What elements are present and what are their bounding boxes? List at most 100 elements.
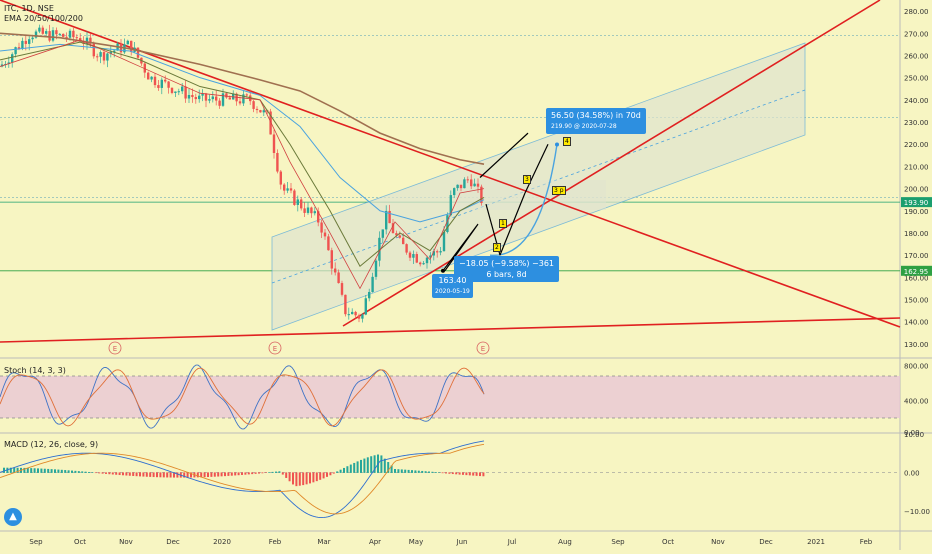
macd-histogram-bar xyxy=(108,472,111,475)
macd-histogram-bar xyxy=(9,467,12,473)
candle-body xyxy=(198,95,201,100)
y-tick-label: 220.00 xyxy=(904,141,929,149)
macd-histogram-bar xyxy=(190,472,192,478)
y-tick-label: 150.00 xyxy=(904,297,929,305)
candle-body xyxy=(317,211,320,223)
downtrend-line xyxy=(0,0,901,328)
macd-histogram-bar xyxy=(84,471,87,473)
macd-histogram-bar xyxy=(234,472,237,476)
candle-body xyxy=(269,111,272,135)
macd-histogram-bar xyxy=(356,461,359,473)
candle-body xyxy=(7,62,10,64)
arrow-line xyxy=(499,192,526,256)
candle-body xyxy=(34,31,38,38)
y-tick-label: 260.00 xyxy=(904,52,929,60)
price-tag xyxy=(901,265,932,276)
candle-body xyxy=(82,41,85,44)
gain-sub: 219.90 @ 2020-07-28 xyxy=(551,123,617,130)
candle-body xyxy=(106,53,109,61)
candle-body xyxy=(357,315,361,319)
macd-histogram-bar xyxy=(462,472,464,475)
arrow-line xyxy=(524,143,549,194)
macd-histogram-bar xyxy=(156,472,158,478)
y-tick-label: 130.00 xyxy=(904,341,929,349)
candle-body xyxy=(31,37,34,40)
candle-body xyxy=(446,215,449,233)
candle-body xyxy=(300,199,303,209)
macd-histogram-bar xyxy=(230,472,233,476)
wave-label-3p: 3 p xyxy=(552,186,566,195)
macd-histogram-bar xyxy=(43,468,46,473)
candle-body xyxy=(402,237,405,245)
y-tick-label: 270.00 xyxy=(904,30,929,38)
macd-histogram-bar xyxy=(431,471,434,473)
macd-histogram-bar xyxy=(251,472,254,475)
macd-histogram-bar xyxy=(98,472,101,474)
candle-body xyxy=(259,110,262,113)
candle-body xyxy=(371,276,374,292)
macd-histogram-bar xyxy=(241,472,243,475)
macd-histogram-bar xyxy=(71,470,73,473)
candle-body xyxy=(55,30,58,35)
macd-histogram-bar xyxy=(142,472,145,477)
macd-histogram-bar xyxy=(149,472,152,477)
macd-histogram-bar xyxy=(152,472,155,478)
ema-200-line xyxy=(0,32,485,165)
candle-body xyxy=(85,37,89,44)
macd-histogram-bar xyxy=(37,468,39,473)
macd-histogram-bar xyxy=(210,472,213,477)
x-tick-label: Dec xyxy=(166,538,180,546)
macd-histogram-bar xyxy=(258,472,260,474)
macd-histogram-bar xyxy=(370,456,373,473)
macd-histogram-bar xyxy=(115,472,118,475)
macd-histogram-bar xyxy=(387,462,390,473)
drop-text: −18.05 (−9.58%) −361 xyxy=(459,259,555,268)
macd-histogram-bar xyxy=(428,471,430,473)
candle-body xyxy=(204,93,208,101)
candle-body xyxy=(113,50,116,53)
macd-histogram-bar xyxy=(207,472,209,478)
wave-label-3: 3 xyxy=(523,175,531,184)
macd-histogram-bar xyxy=(213,472,216,477)
candle-body xyxy=(463,179,466,189)
macd-histogram-bar xyxy=(346,466,349,473)
macd-histogram-bar xyxy=(407,469,410,473)
macd-histogram-bar xyxy=(298,472,301,486)
y-tick-label: 250.00 xyxy=(904,75,929,83)
candle-body xyxy=(303,208,306,213)
macd-histogram-bar xyxy=(281,472,284,475)
candle-body xyxy=(283,184,286,191)
candle-body xyxy=(72,30,75,38)
candle-body xyxy=(405,244,408,253)
macd-histogram-bar xyxy=(448,472,451,474)
candle-body xyxy=(320,222,323,233)
candle-body xyxy=(374,260,378,277)
x-tick-label: Sep xyxy=(29,538,43,546)
macd-histogram-bar xyxy=(275,471,277,473)
ema-100-line xyxy=(0,43,485,223)
candle-body xyxy=(470,179,473,187)
earnings-marker-label: E xyxy=(481,345,485,353)
macd-histogram-bar xyxy=(254,472,257,474)
candle-body xyxy=(327,236,330,251)
candle-body xyxy=(225,93,228,98)
candle-body xyxy=(92,43,95,57)
earnings-marker-icon xyxy=(268,341,282,355)
candle-body xyxy=(11,54,14,63)
macd-histogram-bar xyxy=(224,472,226,477)
candle-body xyxy=(201,93,204,96)
macd-histogram-bar xyxy=(475,472,478,476)
candle-body xyxy=(177,91,180,93)
candle-body xyxy=(167,81,170,88)
macd-histogram-bar xyxy=(414,470,417,473)
x-tick-label: Apr xyxy=(369,538,381,546)
y-tick-label: 190.00 xyxy=(904,208,929,216)
macd-histogram-bar xyxy=(285,472,288,478)
macd-histogram-bar xyxy=(366,457,369,473)
candle-body xyxy=(211,96,214,100)
earnings-marker-icon xyxy=(476,341,490,355)
macd-histogram-bar xyxy=(468,472,471,476)
price-tag-label: 193.90 xyxy=(904,199,929,207)
candle-body xyxy=(252,101,255,109)
